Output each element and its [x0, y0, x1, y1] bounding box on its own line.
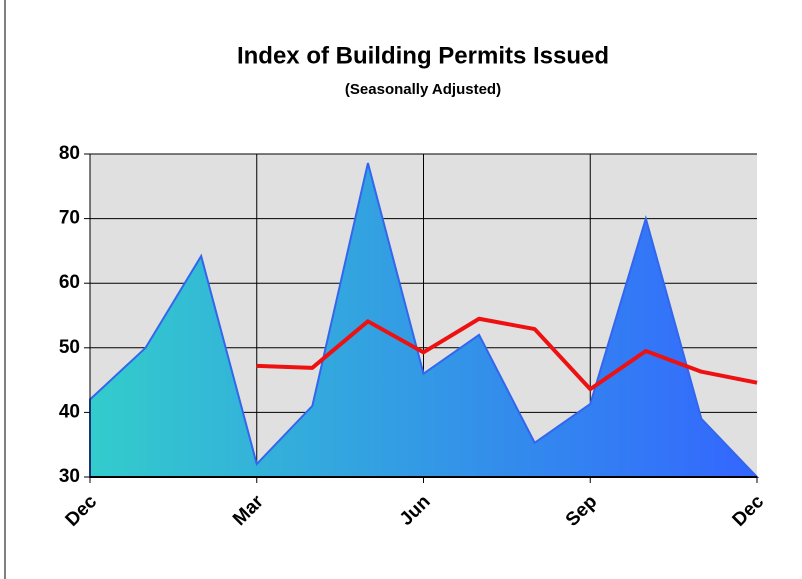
y-tick-label: 70	[59, 208, 80, 229]
y-tick-label: 30	[59, 466, 80, 487]
y-tick-label: 40	[59, 401, 80, 422]
y-tick-label: 60	[59, 272, 80, 293]
chart-subtitle: (Seasonally Adjusted)	[345, 81, 501, 98]
area	[89, 162, 760, 478]
chart-title: Index of Building Permits Issued	[237, 42, 609, 69]
y-tick-label: 50	[59, 337, 80, 358]
line	[256, 316, 758, 392]
y-tick-label: 80	[59, 143, 80, 164]
